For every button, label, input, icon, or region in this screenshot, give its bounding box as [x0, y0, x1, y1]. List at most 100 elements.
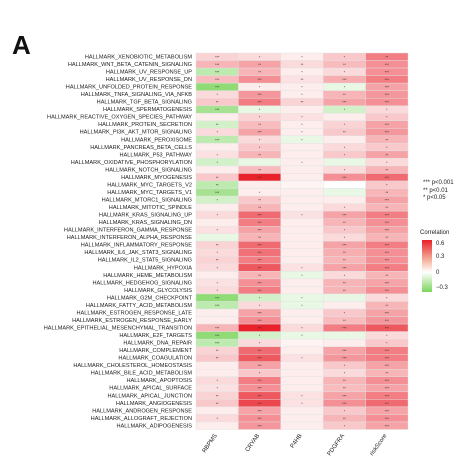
- row-label: HALLMARK_ADIPOGENESIS: [116, 423, 192, 429]
- heatmap-cell: [280, 346, 324, 355]
- color-legend-tick: 0.6: [436, 241, 445, 247]
- significance-mark: **: [385, 55, 388, 59]
- significance-mark: ***: [385, 409, 390, 413]
- significance-mark: **: [258, 206, 261, 210]
- significance-mark: *: [216, 251, 218, 255]
- column-label: riskScore: [369, 433, 389, 457]
- significance-mark: *: [259, 86, 261, 90]
- color-legend-gradient: [422, 240, 432, 292]
- color-legend-tick: 0: [436, 270, 440, 276]
- heatmap-cell: [195, 271, 239, 280]
- row-label: HALLMARK_HEDGEHOG_SIGNALING: [93, 280, 192, 286]
- heatmap-cell: [280, 256, 324, 265]
- significance-mark: ***: [385, 86, 390, 90]
- significance-mark: **: [216, 349, 219, 353]
- significance-mark: *: [216, 229, 218, 233]
- significance-mark: ***: [257, 424, 262, 428]
- significance-mark: *: [386, 146, 388, 150]
- color-legend-tick: 0.3: [436, 254, 445, 260]
- heatmap-cell: [280, 165, 324, 174]
- heatmap-cell: [280, 248, 324, 257]
- row-label: HALLMARK_IL6_JAK_STAT3_SIGNALING: [84, 250, 192, 256]
- significance-mark: *: [344, 55, 346, 59]
- row-label: HALLMARK_IL2_STAT5_SIGNALING: [98, 258, 192, 264]
- significance-mark: *: [216, 93, 218, 97]
- significance-mark: *: [216, 198, 218, 202]
- row-label: HALLMARK_ANGIOGENESIS: [116, 401, 192, 407]
- significance-mark: ***: [215, 70, 220, 74]
- significance-mark: *: [216, 131, 218, 135]
- significance-mark: ***: [215, 78, 220, 82]
- significance-mark: ***: [257, 289, 262, 293]
- significance-mark: **: [216, 101, 219, 105]
- heatmap-cell: [323, 331, 366, 340]
- significance-mark: *: [301, 327, 303, 331]
- significance-mark: **: [258, 198, 261, 202]
- significance-mark: **: [385, 304, 388, 308]
- significance-mark: *: [386, 183, 388, 187]
- row-label: HALLMARK_P53_PATHWAY: [119, 152, 192, 158]
- row-label: HALLMARK_MITOTIC_SPINDLE: [109, 205, 192, 211]
- significance-mark: ***: [215, 108, 220, 112]
- significance-mark: *: [259, 55, 261, 59]
- heatmap-cell: [280, 384, 324, 393]
- significance-mark: ***: [257, 357, 262, 361]
- significance-mark: *: [386, 116, 388, 120]
- row-label: HALLMARK_ESTROGEN_RESPONSE_EARLY: [72, 318, 192, 324]
- significance-mark: **: [258, 274, 261, 278]
- significance-mark: ***: [257, 364, 262, 368]
- significance-mark: *: [301, 116, 303, 120]
- row-label: HALLMARK_UV_RESPONSE_DN: [106, 77, 192, 83]
- significance-mark: ***: [342, 394, 347, 398]
- row-label: HALLMARK_DNA_REPAIR: [123, 341, 192, 347]
- significance-mark: *: [344, 424, 346, 428]
- significance-mark: **: [343, 281, 346, 285]
- significance-mark: ***: [257, 244, 262, 248]
- heatmap-cell: [280, 316, 324, 325]
- significance-mark: ***: [257, 394, 262, 398]
- heatmap-cell: [280, 278, 324, 287]
- significance-mark: ***: [257, 402, 262, 406]
- color-legend-tick: −0.3: [436, 285, 448, 291]
- significance-mark: ***: [215, 55, 220, 59]
- significance-mark: ***: [385, 63, 390, 67]
- row-label: HALLMARK_INTERFERON_GAMMA_RESPONSE: [64, 228, 192, 234]
- panel-label: A: [12, 30, 31, 60]
- significance-mark: *: [386, 334, 388, 338]
- heatmap-cell: [323, 158, 366, 167]
- row-label: HALLMARK_COAGULATION: [118, 356, 192, 362]
- column-label: RBPMS: [202, 433, 219, 454]
- significance-mark: **: [385, 153, 388, 157]
- significance-mark: ***: [215, 86, 220, 90]
- significance-mark: *: [301, 55, 303, 59]
- significance-mark: *: [301, 357, 303, 361]
- significance-mark: **: [343, 221, 346, 225]
- heatmap-cell: [280, 376, 324, 385]
- row-label: HALLMARK_MYC_TARGETS_V2: [107, 182, 192, 188]
- significance-mark: **: [216, 357, 219, 361]
- significance-mark: ***: [342, 244, 347, 248]
- significance-mark: ***: [257, 349, 262, 353]
- significance-mark: ***: [385, 289, 390, 293]
- significance-mark: ***: [215, 191, 220, 195]
- heatmap-cell: [238, 180, 281, 189]
- heatmap-cell: [280, 421, 324, 430]
- significance-mark: ***: [257, 387, 262, 391]
- significance-mark: ***: [385, 70, 390, 74]
- row-label: HALLMARK_INFLAMMATORY_RESPONSE: [81, 243, 193, 249]
- significance-mark: **: [343, 379, 346, 383]
- heatmap-cell: [280, 150, 324, 159]
- heatmap-cell: [195, 361, 239, 370]
- significance-mark: ***: [215, 342, 220, 346]
- heatmap-cell: [323, 188, 366, 197]
- significance-mark: ***: [257, 259, 262, 263]
- significance-mark: ***: [385, 78, 390, 82]
- significance-mark: *: [216, 153, 218, 157]
- significance-mark: *: [301, 123, 303, 127]
- significance-mark: *: [301, 138, 303, 142]
- significance-mark: ***: [385, 357, 390, 361]
- significance-mark: ***: [342, 349, 347, 353]
- significance-mark: **: [343, 289, 346, 293]
- significance-mark: ***: [257, 78, 262, 82]
- heatmap-cell: [280, 188, 324, 197]
